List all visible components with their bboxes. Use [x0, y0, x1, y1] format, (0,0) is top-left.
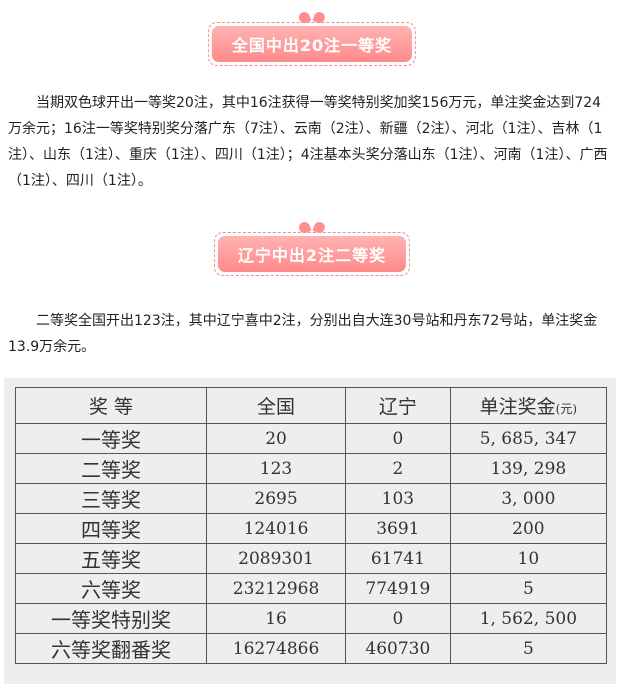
- banner-title: 全国中出20注一等奖: [211, 26, 413, 62]
- table-cell: 三等奖: [15, 483, 207, 514]
- paragraph-first-prize: 当期双色球开出一等奖20注，其中16注获得一等奖特别奖加奖156万元，单注奖金达…: [8, 95, 608, 189]
- table-cell: 5: [449, 633, 608, 664]
- table-cell: 六等奖: [15, 573, 207, 604]
- prize-table: 奖 等 全国 辽宁 单注奖金(元) 一等奖 20 0 5, 685, 347 二等奖 12…: [15, 387, 608, 664]
- table-cell: 460730: [345, 633, 451, 664]
- table-cell: 5, 685, 347: [449, 423, 608, 454]
- table-cell: 103: [345, 483, 451, 514]
- table-cell: 123: [205, 453, 347, 484]
- table-cell: 1, 562, 500: [449, 603, 608, 634]
- table-cell: 五等奖: [15, 543, 207, 574]
- table-row: 四等奖 124016 3691 200: [15, 513, 608, 544]
- table-cell: 10: [449, 543, 608, 574]
- table-row: 五等奖 2089301 61741 10: [15, 543, 608, 574]
- table-cell: 20: [205, 423, 347, 454]
- table-cell: 3, 000: [449, 483, 608, 514]
- bow-icon: [299, 12, 325, 24]
- header-cell: 单注奖金(元): [449, 387, 608, 424]
- header-text: 单注奖金: [479, 396, 556, 418]
- table-cell: 0: [345, 423, 451, 454]
- banner-first-prize: 全国中出20注一等奖: [207, 22, 417, 66]
- table-cell: 2695: [205, 483, 347, 514]
- table-row: 二等奖 123 2 139, 298: [15, 453, 608, 484]
- table-row: 一等奖特别奖 16 0 1, 562, 500: [15, 603, 608, 634]
- table-cell: 2089301: [205, 543, 347, 574]
- table-cell: 5: [449, 573, 608, 604]
- table-cell: 二等奖: [15, 453, 207, 484]
- table-cell: 16274866: [205, 633, 347, 664]
- banner-second-prize: 辽宁中出2注二等奖: [213, 232, 411, 276]
- header-cell: 辽宁: [345, 387, 451, 424]
- table-header: 奖 等 全国 辽宁 单注奖金(元): [15, 387, 608, 424]
- table-cell: 200: [449, 513, 608, 544]
- header-cell: 奖 等: [15, 387, 207, 424]
- table-row: 一等奖 20 0 5, 685, 347: [15, 423, 608, 454]
- unit-label: (元): [555, 402, 578, 416]
- table-cell: 一等奖特别奖: [15, 603, 207, 634]
- table-row: 三等奖 2695 103 3, 000: [15, 483, 608, 514]
- prize-table-image: 奖 等 全国 辽宁 单注奖金(元) 一等奖 20 0 5, 685, 347 二等奖 12…: [4, 378, 616, 684]
- table-cell: 六等奖翻番奖: [15, 633, 207, 664]
- table-cell: 139, 298: [449, 453, 608, 484]
- table-cell: 124016: [205, 513, 347, 544]
- bow-icon: [299, 222, 325, 234]
- table-cell: 3691: [345, 513, 451, 544]
- table-cell: 23212968: [205, 573, 347, 604]
- table-cell: 774919: [345, 573, 451, 604]
- table-cell: 0: [345, 603, 451, 634]
- table-cell: 16: [205, 603, 347, 634]
- table-row: 六等奖 23212968 774919 5: [15, 573, 608, 604]
- table-cell: 四等奖: [15, 513, 207, 544]
- banner-title: 辽宁中出2注二等奖: [217, 236, 407, 272]
- table-row: 六等奖翻番奖 16274866 460730 5: [15, 633, 608, 664]
- header-cell: 全国: [205, 387, 347, 424]
- table-cell: 一等奖: [15, 423, 207, 454]
- table-cell: 2: [345, 453, 451, 484]
- table-cell: 61741: [345, 543, 451, 574]
- paragraph-second-prize: 二等奖全国开出123注，其中辽宁喜中2注，分别出自大连30号站和丹东72号站，单…: [8, 313, 598, 355]
